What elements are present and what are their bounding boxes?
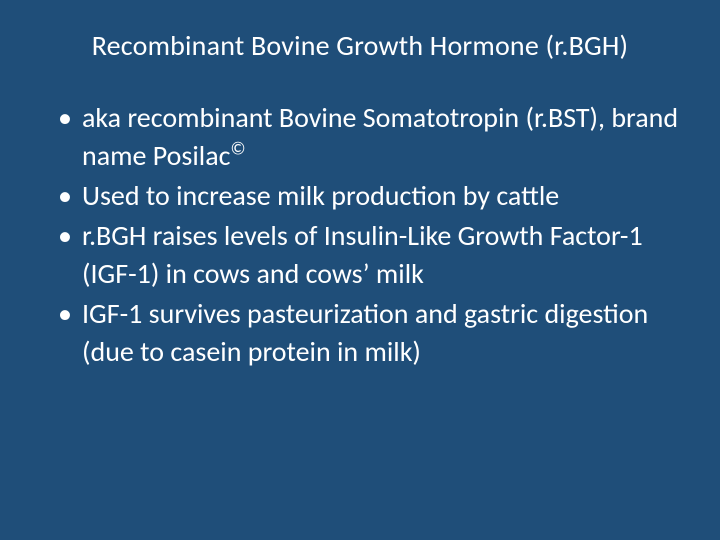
bullet-list: • aka recombinant Bovine Somatotropin (r… [40,99,680,371]
bullet-text-before: IGF-1 survives pasteurization and gastri… [82,296,648,369]
slide-title: Recombinant Bovine Growth Hormone (r.BGH… [40,28,680,63]
bullet-icon: • [58,295,82,333]
bullet-icon: • [58,99,82,137]
bullet-text-before: Used to increase milk production by catt… [82,178,559,213]
bullet-text-before: aka recombinant Bovine Somatotropin (r.B… [82,100,678,173]
list-item: • Used to increase milk production by ca… [58,177,680,215]
list-item: • IGF-1 survives pasteurization and gast… [58,295,680,371]
slide: Recombinant Bovine Growth Hormone (r.BGH… [0,0,720,540]
bullet-text: Used to increase milk production by catt… [82,177,559,215]
list-item: • r.BGH raises levels of Insulin-Like Gr… [58,217,680,293]
bullet-icon: • [58,217,82,255]
bullet-superscript: © [230,138,245,160]
bullet-text: IGF-1 survives pasteurization and gastri… [82,295,680,371]
bullet-text: r.BGH raises levels of Insulin-Like Grow… [82,217,680,293]
bullet-text-before: r.BGH raises levels of Insulin-Like Grow… [82,218,643,291]
list-item: • aka recombinant Bovine Somatotropin (r… [58,99,680,175]
bullet-icon: • [58,177,82,215]
bullet-text: aka recombinant Bovine Somatotropin (r.B… [82,99,680,175]
